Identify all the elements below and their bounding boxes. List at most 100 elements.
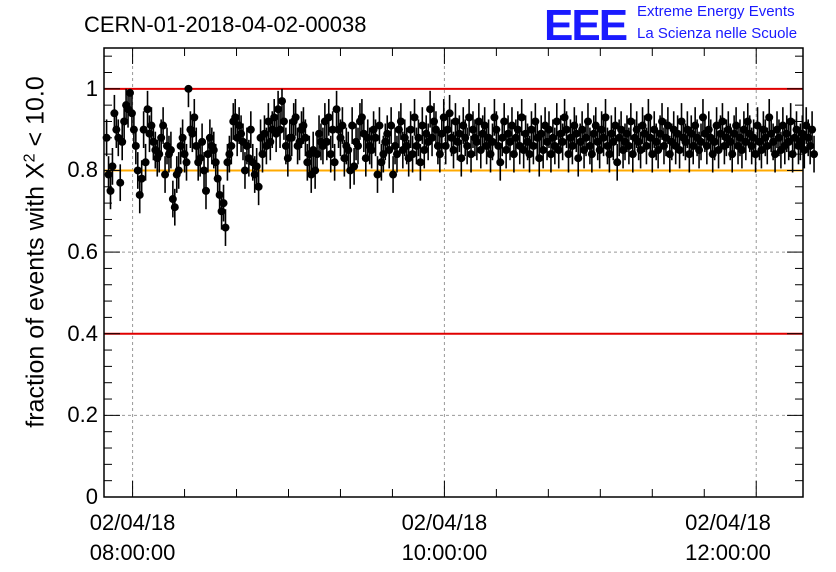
data-point <box>652 137 661 146</box>
data-point <box>529 141 538 150</box>
data-point <box>568 141 577 150</box>
data-point <box>500 117 509 126</box>
data-point <box>242 141 251 150</box>
data-point <box>192 141 201 150</box>
data-point <box>414 133 423 142</box>
data-point <box>720 141 729 150</box>
data-point <box>806 141 815 150</box>
data-point <box>110 109 119 118</box>
data-point <box>120 117 129 126</box>
data-point <box>426 105 435 114</box>
x-tick-label: 02/04/18 08:00:00 <box>53 508 213 568</box>
data-point <box>589 129 598 138</box>
data-point <box>410 113 419 122</box>
data-point <box>145 129 154 138</box>
logo-line-2: La Scienza nelle Scuole <box>637 25 798 42</box>
data-point <box>784 137 793 146</box>
data-point <box>765 113 774 122</box>
data-point <box>675 146 684 155</box>
data-point <box>180 150 189 159</box>
data-point <box>170 203 179 212</box>
data-point <box>188 129 197 138</box>
data-point <box>506 137 515 146</box>
data-point <box>258 150 267 159</box>
data-point <box>782 129 791 138</box>
data-point <box>276 125 285 134</box>
data-point <box>375 121 384 130</box>
data-point <box>521 129 530 138</box>
data-point <box>139 125 148 134</box>
data-point <box>517 113 526 122</box>
data-point <box>755 137 764 146</box>
data-point <box>804 133 813 142</box>
data-point <box>264 117 273 126</box>
x-tick-label: 02/04/18 10:00:00 <box>364 508 524 568</box>
data-point <box>371 133 380 142</box>
eee-logo: EEE <box>544 2 629 46</box>
data-point <box>747 141 756 150</box>
data-point <box>519 146 528 155</box>
data-point <box>599 133 608 142</box>
data-point <box>576 137 585 146</box>
logo-line-1: Extreme Energy Events <box>637 3 795 20</box>
data-point <box>408 150 417 159</box>
data-point <box>131 141 140 150</box>
data-point <box>178 133 187 142</box>
data-point <box>416 158 425 167</box>
data-point <box>490 113 499 122</box>
data-point <box>685 150 694 159</box>
data-point <box>527 125 536 134</box>
data-point <box>231 113 240 122</box>
data-point <box>574 154 583 163</box>
data-point <box>430 117 439 126</box>
data-point <box>330 158 339 167</box>
data-point <box>125 88 134 97</box>
data-point <box>250 170 259 179</box>
data-point <box>315 129 324 138</box>
x-tick-label: 02/04/18 12:00:00 <box>648 508 808 568</box>
data-point <box>480 121 489 130</box>
data-point <box>196 154 205 163</box>
y-tick-label: 0.2 <box>67 402 98 428</box>
data-point <box>570 121 579 130</box>
data-point <box>659 141 668 150</box>
data-point <box>227 141 236 150</box>
data-point <box>447 133 456 142</box>
data-point <box>558 137 567 146</box>
data-point <box>697 137 706 146</box>
data-point <box>626 117 635 126</box>
data-point <box>511 133 520 142</box>
data-point <box>457 154 466 163</box>
data-point <box>810 150 819 159</box>
data-point <box>636 146 645 155</box>
data-point <box>628 150 637 159</box>
data-point <box>737 146 746 155</box>
data-point <box>412 141 421 150</box>
data-point <box>640 129 649 138</box>
data-point <box>486 150 495 159</box>
data-point <box>677 117 686 126</box>
data-point <box>127 109 136 118</box>
data-point <box>449 146 458 155</box>
data-point <box>673 129 682 138</box>
data-point <box>237 129 246 138</box>
data-point <box>387 121 396 130</box>
data-point <box>743 117 752 126</box>
data-point <box>348 121 357 130</box>
data-point <box>254 182 263 191</box>
data-point <box>465 113 474 122</box>
data-point <box>478 129 487 138</box>
data-point <box>539 146 548 155</box>
y-tick-label: 1 <box>85 75 98 101</box>
data-point <box>215 190 224 199</box>
data-point <box>710 137 719 146</box>
y-tick-label: 0.6 <box>67 239 98 265</box>
data-point <box>235 121 244 130</box>
data-point <box>213 174 222 183</box>
data-point <box>792 125 801 134</box>
data-point <box>544 125 553 134</box>
data-point <box>757 146 766 155</box>
data-point <box>336 133 345 142</box>
x-tick-time: 12:00:00 <box>685 540 771 565</box>
